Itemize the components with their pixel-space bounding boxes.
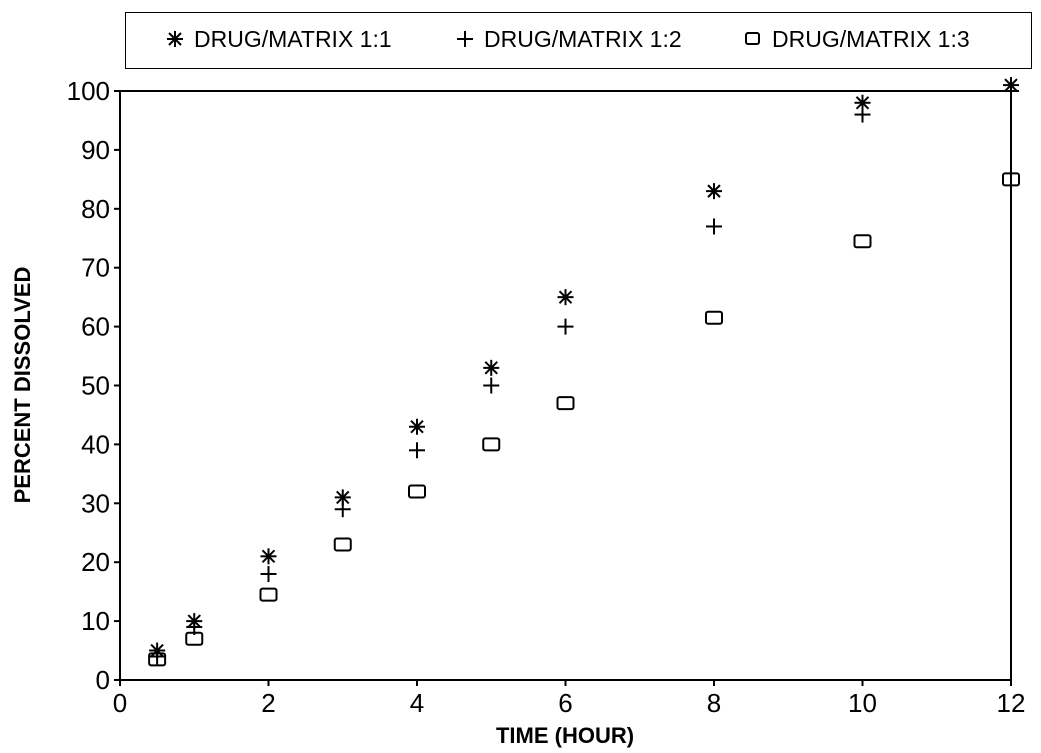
- y-tick-label: 70: [81, 253, 110, 283]
- point-asterisk: [409, 419, 425, 435]
- x-tick-label: 6: [558, 688, 572, 718]
- y-tick-label: 30: [81, 488, 110, 518]
- point-plus: [409, 442, 425, 458]
- point-square: [558, 397, 574, 409]
- point-plus: [558, 319, 574, 335]
- y-axis-label: PERCENT DISSOLVED: [10, 267, 35, 504]
- point-plus: [261, 566, 277, 582]
- point-square: [483, 438, 499, 450]
- x-tick-label: 8: [707, 688, 721, 718]
- point-asterisk: [483, 360, 499, 376]
- y-tick-label: 10: [81, 606, 110, 636]
- x-axis: 0 2 4 6 8 10 12: [113, 680, 1026, 718]
- y-tick-label: 50: [81, 371, 110, 401]
- x-tick-label: 12: [997, 688, 1026, 718]
- y-tick-label: 60: [81, 312, 110, 342]
- plot-frame: [120, 91, 1011, 680]
- y-tick-label: 0: [96, 665, 110, 695]
- y-tick-label: 40: [81, 429, 110, 459]
- x-tick-label: 2: [261, 688, 275, 718]
- data-points: [149, 77, 1019, 665]
- point-asterisk: [558, 289, 574, 305]
- point-square: [335, 539, 351, 551]
- y-tick-label: 80: [81, 194, 110, 224]
- point-plus: [483, 378, 499, 394]
- y-tick-label: 20: [81, 547, 110, 577]
- y-tick-label: 100: [67, 76, 110, 106]
- x-tick-label: 4: [410, 688, 424, 718]
- x-tick-label: 0: [113, 688, 127, 718]
- point-square: [706, 312, 722, 324]
- point-square: [409, 486, 425, 498]
- point-square: [855, 235, 871, 247]
- point-asterisk: [261, 548, 277, 564]
- point-plus: [706, 218, 722, 234]
- y-axis: 0 10 20 30 40 50 60 70 80 90 100: [67, 76, 120, 695]
- point-square: [261, 589, 277, 601]
- x-tick-label: 10: [848, 688, 877, 718]
- x-axis-label: TIME (HOUR): [496, 723, 634, 748]
- point-asterisk: [706, 183, 722, 199]
- y-tick-label: 90: [81, 135, 110, 165]
